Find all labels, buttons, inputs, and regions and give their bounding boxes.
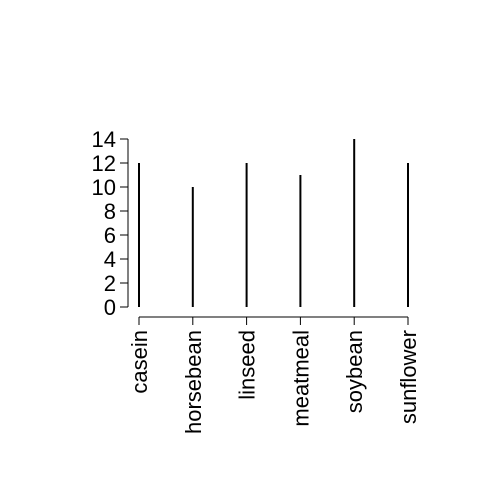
x-tick-label: meatmeal bbox=[288, 330, 313, 427]
x-tick-label: linseed bbox=[235, 330, 260, 400]
y-tick-label: 12 bbox=[92, 151, 116, 176]
y-tick-label: 2 bbox=[104, 271, 116, 296]
y-tick-label: 6 bbox=[104, 223, 116, 248]
bars bbox=[138, 139, 409, 307]
y-tick-label: 14 bbox=[92, 127, 116, 152]
x-tick-label: horsebean bbox=[181, 330, 206, 434]
y-tick-label: 0 bbox=[104, 295, 116, 320]
x-tick-label: sunflower bbox=[396, 330, 421, 424]
x-axis: casein horsebean linseed meatmeal soybean sun… bbox=[127, 316, 421, 434]
x-tick-label: casein bbox=[127, 330, 152, 394]
y-tick-label: 8 bbox=[104, 199, 116, 224]
y-tick-label: 4 bbox=[104, 247, 116, 272]
x-tick-label: soybean bbox=[342, 330, 367, 413]
y-tick-label: 10 bbox=[92, 175, 116, 200]
